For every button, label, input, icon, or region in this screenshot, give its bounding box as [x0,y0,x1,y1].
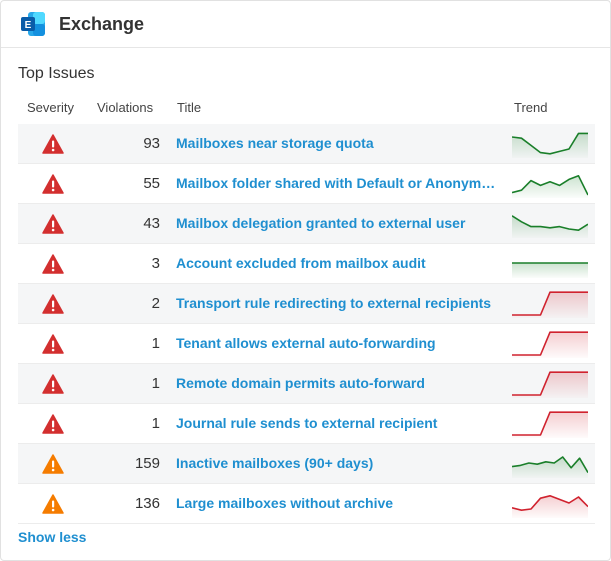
trend-area [512,175,588,198]
trend-line [512,132,588,155]
trend-area [512,495,588,518]
trend-area [512,215,588,238]
issue-title-link[interactable]: Journal rule sends to external recipient [176,415,438,431]
violations-count: 55 [143,175,160,192]
trend-line [512,331,588,356]
widget-header: E Exchange [1,1,610,48]
svg-text:E: E [25,20,32,31]
table-row[interactable]: 2 Transport rule redirecting to external … [18,284,595,324]
issue-title-link[interactable]: Large mailboxes without archive [176,495,394,511]
trend-sparkline [512,262,588,278]
trend-line [512,456,588,474]
issue-title-link[interactable]: Mailboxes near storage quota [176,135,374,151]
violations-count: 1 [151,375,160,392]
trend-area [512,372,588,398]
table-row[interactable]: 3 Account excluded from mailbox audit [18,244,595,284]
critical-warning-icon [42,374,64,394]
critical-warning-icon [42,414,64,434]
issue-title-link[interactable]: Account excluded from mailbox audit [176,255,426,271]
table-row[interactable]: 55 Mailbox folder shared with Default or … [18,164,595,204]
warning-icon [42,454,64,474]
issue-title-link[interactable]: Tenant allows external auto-forwarding [176,335,436,351]
critical-warning-icon [42,334,64,354]
critical-warning-icon [42,214,64,234]
trend-sparkline [512,371,588,398]
table-row[interactable]: 93 Mailboxes near storage quota [18,124,595,164]
issue-title-link[interactable]: Transport rule redirecting to external r… [176,295,492,311]
violations-count: 93 [143,135,160,152]
critical-warning-icon [42,134,64,154]
trend-area [512,332,588,358]
show-less-link[interactable]: Show less [18,529,87,545]
section-title: Top Issues [18,65,95,82]
table-row[interactable]: 1 Tenant allows external auto-forwarding [18,324,595,364]
violations-count: 3 [151,255,160,272]
table-row[interactable]: 1 Journal rule sends to external recipien… [18,404,595,444]
critical-warning-icon [42,294,64,314]
violations-count: 2 [151,295,160,312]
column-header-severity[interactable]: Severity [27,100,74,115]
trend-sparkline [512,411,588,438]
trend-sparkline [512,175,588,198]
trend-area [512,263,588,278]
trend-line [512,495,588,512]
column-header-trend: Trend [514,100,548,115]
trend-area [512,412,588,438]
trend-sparkline [512,132,588,158]
issue-title-link[interactable]: Mailbox delegation granted to external u… [176,215,466,231]
exchange-logo-icon: E [21,12,45,36]
table-row[interactable]: 43 Mailbox delegation granted to external… [18,204,595,244]
trend-sparkline [512,495,588,518]
critical-warning-icon [42,174,64,194]
warning-icon [42,494,64,514]
column-header-title[interactable]: Title [177,100,202,115]
issues-table: 93 Mailboxes near storage quota 55 Mailbox … [18,124,595,524]
trend-sparkline [512,215,588,238]
trend-line [512,411,588,436]
trend-area [512,292,588,318]
trend-line [512,371,588,396]
column-header-violations[interactable]: Violations [97,100,154,115]
critical-warning-icon [42,254,64,274]
issue-title-link[interactable]: Mailbox folder shared with Default or An… [176,175,496,191]
table-row[interactable]: 159 Inactive mailboxes (90+ days) [18,444,595,484]
violations-count: 1 [151,415,160,432]
violations-count: 1 [151,335,160,352]
trend-line [512,175,588,196]
table-row[interactable]: 1 Remote domain permits auto-forward [18,364,595,404]
app-title: Exchange [59,13,145,34]
trend-line [512,215,588,232]
violations-count: 136 [134,495,160,512]
issue-title-link[interactable]: Inactive mailboxes (90+ days) [176,455,374,471]
trend-area [512,133,588,158]
trend-sparkline [512,331,588,358]
issue-title-link[interactable]: Remote domain permits auto-forward [176,375,425,391]
trend-sparkline [512,456,588,478]
trend-sparkline [512,291,588,318]
table-row[interactable]: 136 Large mailboxes without archive [18,484,595,524]
trend-area [512,457,588,478]
trend-line [512,291,588,316]
violations-count: 159 [134,455,160,472]
table-header: Severity Violations Title Trend [1,100,610,118]
violations-count: 43 [143,215,160,232]
